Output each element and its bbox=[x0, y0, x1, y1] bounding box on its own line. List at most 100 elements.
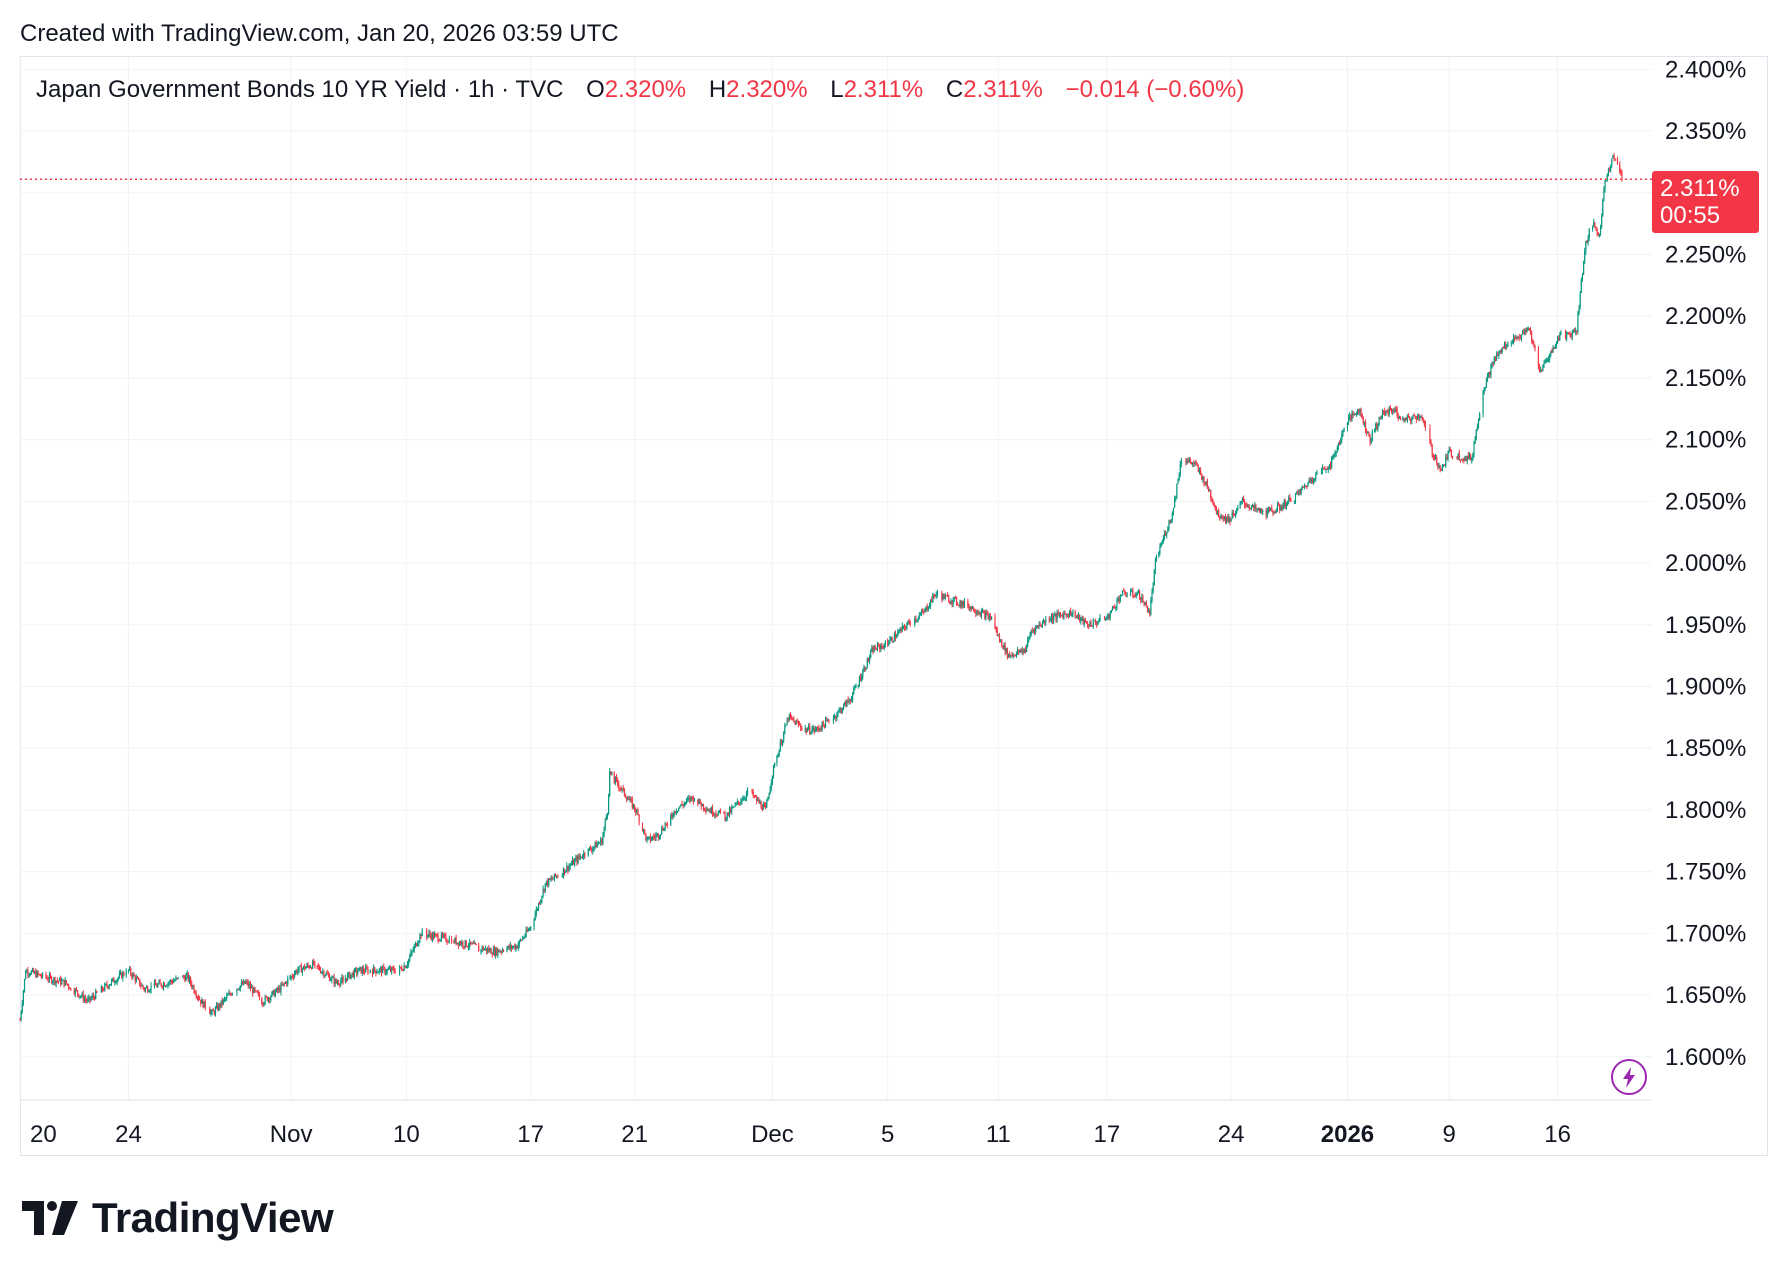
candle-body bbox=[624, 795, 627, 798]
candle-body bbox=[1477, 419, 1480, 427]
candle-body bbox=[323, 971, 325, 977]
candle-body bbox=[623, 788, 626, 796]
candle-body bbox=[227, 994, 229, 996]
candle-body bbox=[572, 860, 575, 865]
candle-body bbox=[1080, 618, 1082, 622]
candle-body bbox=[341, 977, 343, 981]
candle-body bbox=[876, 644, 879, 650]
candle-body bbox=[1154, 560, 1157, 571]
candle-body bbox=[110, 980, 113, 984]
candle-body bbox=[1572, 331, 1575, 333]
candle-body bbox=[41, 973, 44, 977]
candle-body bbox=[868, 657, 871, 661]
candle-body bbox=[1463, 459, 1465, 461]
candle-body bbox=[1586, 241, 1588, 243]
candle-body bbox=[665, 823, 667, 825]
candle-body bbox=[77, 990, 79, 994]
candle-body bbox=[201, 999, 203, 1004]
candle-body bbox=[462, 941, 464, 947]
candle-body bbox=[1246, 505, 1248, 507]
candle-body bbox=[419, 934, 421, 942]
candle-body bbox=[990, 616, 993, 620]
candle-body bbox=[1307, 482, 1309, 487]
candle-body bbox=[412, 950, 414, 952]
candle-body bbox=[347, 974, 349, 981]
candle-body bbox=[1256, 508, 1258, 510]
candle-body bbox=[1577, 313, 1579, 332]
candle-body bbox=[513, 945, 515, 948]
candle-body bbox=[1602, 200, 1604, 217]
candle-body bbox=[223, 998, 226, 1000]
candle-body bbox=[1074, 611, 1076, 617]
candle-body bbox=[997, 635, 999, 637]
candle-body bbox=[466, 946, 468, 948]
candle-body bbox=[539, 903, 541, 905]
candle-body bbox=[1038, 624, 1040, 627]
candle-body bbox=[157, 984, 159, 987]
candle-body bbox=[147, 987, 149, 992]
candle-body bbox=[743, 798, 745, 800]
candle-body bbox=[1399, 417, 1402, 420]
candle-body bbox=[730, 808, 732, 813]
candle-body bbox=[655, 835, 657, 838]
candle-body bbox=[104, 984, 106, 991]
lightning-bolt-button[interactable] bbox=[1611, 1059, 1647, 1095]
candle-body bbox=[187, 973, 189, 981]
candle-body bbox=[1564, 331, 1567, 339]
candle-body bbox=[701, 804, 703, 807]
candle-body bbox=[226, 995, 228, 999]
candle-body bbox=[659, 834, 662, 837]
candle-body bbox=[610, 771, 612, 774]
candle-body bbox=[1385, 411, 1387, 416]
candle-body bbox=[685, 799, 688, 803]
candle-body bbox=[1218, 510, 1220, 518]
candle-body bbox=[951, 601, 953, 604]
candle-body bbox=[197, 996, 200, 1000]
candle-body bbox=[521, 940, 523, 942]
candle-body bbox=[469, 941, 471, 947]
candle-body bbox=[1397, 416, 1399, 419]
candle-body bbox=[322, 971, 324, 973]
candle-body bbox=[46, 977, 48, 980]
candle-body bbox=[121, 972, 123, 979]
candle-body bbox=[1472, 454, 1474, 459]
candle-body bbox=[1341, 433, 1343, 440]
candle-body bbox=[855, 686, 857, 688]
candle-body bbox=[1244, 501, 1246, 505]
candle-body bbox=[522, 937, 524, 941]
candle-body bbox=[1585, 241, 1587, 252]
candle-body bbox=[758, 799, 760, 804]
candle-body bbox=[483, 949, 485, 951]
x-tick-label: 20 bbox=[30, 1121, 57, 1148]
candle-body bbox=[312, 961, 314, 969]
candle-body bbox=[563, 868, 566, 874]
candle-body bbox=[196, 996, 198, 998]
candle-body bbox=[1040, 625, 1042, 627]
candle-body bbox=[448, 938, 450, 943]
candle-body bbox=[922, 611, 924, 613]
candle-body bbox=[1437, 463, 1439, 468]
candle-body bbox=[812, 727, 814, 730]
candle-body bbox=[238, 989, 240, 991]
legend-low-label: L bbox=[830, 76, 844, 103]
candle-body bbox=[530, 926, 532, 930]
candle-body bbox=[296, 970, 298, 973]
candle-body bbox=[863, 667, 865, 672]
candle-body bbox=[1082, 617, 1084, 625]
candle-body bbox=[128, 968, 131, 970]
candle-body bbox=[1172, 507, 1175, 513]
candle-body bbox=[1007, 654, 1010, 657]
candle-body bbox=[1620, 172, 1622, 174]
candle-body bbox=[619, 788, 621, 790]
candle-body bbox=[60, 978, 62, 985]
candle-body bbox=[543, 889, 545, 891]
candle-body bbox=[1012, 654, 1014, 656]
candle-body bbox=[1490, 365, 1492, 376]
tradingview-logo[interactable]: TradingView bbox=[22, 1194, 334, 1241]
candle-body bbox=[1343, 428, 1345, 432]
candle-body bbox=[744, 797, 746, 799]
candle-body bbox=[265, 996, 267, 998]
candle-body bbox=[1474, 439, 1476, 444]
candle-body bbox=[325, 973, 327, 976]
